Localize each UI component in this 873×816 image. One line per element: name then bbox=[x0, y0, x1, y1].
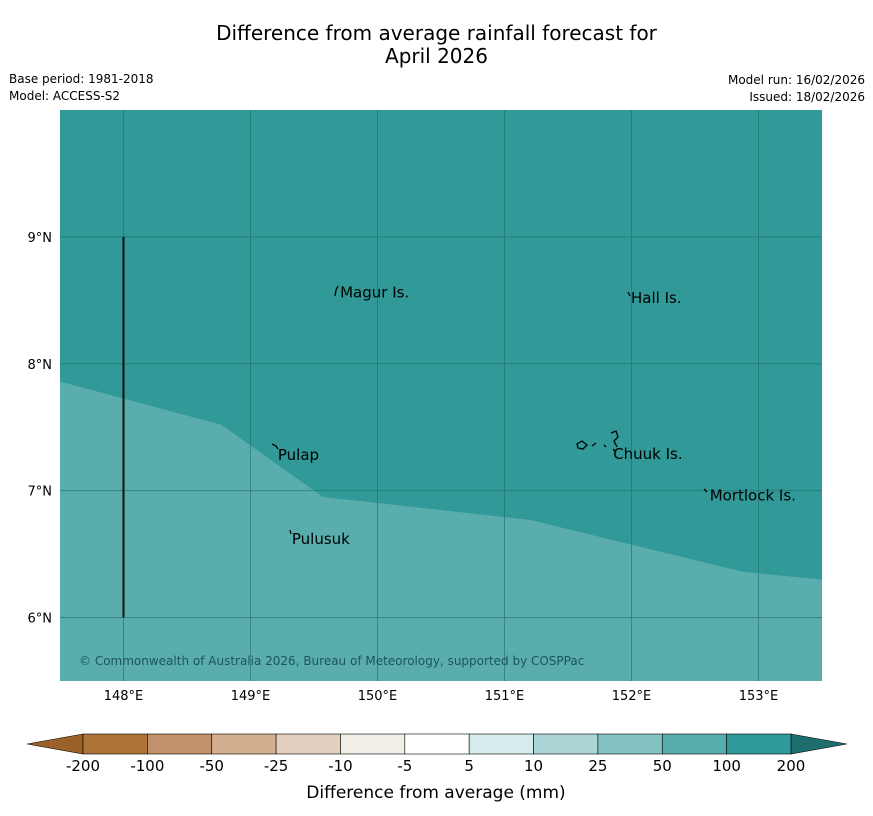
legend-tick-label: -25 bbox=[264, 757, 289, 775]
latitude-tick-label: 6°N bbox=[28, 612, 53, 627]
island-outline bbox=[271, 443, 279, 450]
title-line-1: Difference from average rainfall forecas… bbox=[216, 21, 657, 45]
base-period: Base period: 1981-2018 bbox=[9, 72, 154, 86]
legend-swatch bbox=[340, 733, 406, 755]
island-outline bbox=[627, 291, 631, 297]
legend-tick-label: 50 bbox=[653, 757, 672, 775]
island-outline bbox=[591, 442, 607, 448]
legend-swatch bbox=[404, 733, 470, 755]
copyright-notice: © Commonwealth of Australia 2026, Bureau… bbox=[79, 654, 584, 668]
island-outline bbox=[576, 440, 588, 450]
legend-tick-label: 200 bbox=[777, 757, 806, 775]
place-label[interactable]: Hall Is. bbox=[631, 289, 682, 307]
legend-tick-label: -100 bbox=[130, 757, 164, 775]
longitude-tick-label: 151°E bbox=[485, 689, 525, 700]
colorbar-legend: -200 -100 -50 -25 -10 -5 5 10 25 50 100 200 Differe… bbox=[26, 733, 848, 803]
legend-swatch bbox=[468, 733, 534, 755]
legend-swatch bbox=[211, 733, 277, 755]
forecast-map[interactable]: Magur Is. Hall Is. Pulap Chuuk Is. Mortlock … bbox=[0, 0, 873, 700]
model-run: Model run: 16/02/2026 bbox=[727, 73, 865, 87]
latitude-tick-label: 7°N bbox=[28, 485, 53, 500]
issued-date: Issued: 18/02/2026 bbox=[749, 90, 865, 104]
longitude-tick-label: 152°E bbox=[612, 689, 652, 700]
legend-tick-label: 5 bbox=[464, 757, 474, 775]
place-label[interactable]: Chuuk Is. bbox=[613, 445, 682, 463]
legend-swatch bbox=[726, 733, 792, 755]
legend-tick-label: -200 bbox=[66, 757, 100, 775]
island-outline bbox=[610, 430, 619, 448]
legend-tick-label: 25 bbox=[588, 757, 607, 775]
island-outline bbox=[334, 285, 339, 297]
title-line-2: April 2026 bbox=[385, 44, 488, 68]
latitude-tick-label: 9°N bbox=[28, 231, 53, 246]
longitude-tick-label: 150°E bbox=[358, 689, 398, 700]
model-name: Model: ACCESS-S2 bbox=[9, 89, 121, 103]
legend-tick-label: -10 bbox=[328, 757, 353, 775]
map-title: Difference from average rainfall forecas… bbox=[0, 22, 873, 68]
longitude-tick-label: 149°E bbox=[231, 689, 271, 700]
legend-swatch bbox=[275, 733, 341, 755]
legend-label: Difference from average (mm) bbox=[306, 783, 565, 803]
place-label[interactable]: Mortlock Is. bbox=[710, 487, 796, 505]
legend-swatch bbox=[661, 733, 727, 755]
meta-right: Model run: 16/02/2026 Issued: 18/02/2026 bbox=[728, 72, 865, 106]
meta-left: Base period: 1981-2018 Model: ACCESS-S2 bbox=[9, 71, 154, 105]
island-outline bbox=[289, 529, 292, 535]
legend-extend-low bbox=[26, 733, 84, 755]
island-outline bbox=[612, 448, 617, 453]
longitude-tick-label: 153°E bbox=[739, 689, 779, 700]
legend-tick-label: 10 bbox=[524, 757, 543, 775]
latitude-tick-label: 8°N bbox=[28, 358, 53, 373]
legend-swatch bbox=[82, 733, 148, 755]
longitude-tick-label: 148°E bbox=[104, 689, 144, 700]
legend-tick-label: 100 bbox=[712, 757, 741, 775]
legend-swatch bbox=[533, 733, 599, 755]
legend-swatch bbox=[147, 733, 213, 755]
legend-swatch bbox=[597, 733, 663, 755]
island-outline bbox=[703, 488, 708, 493]
legend-tick-label: -50 bbox=[199, 757, 224, 775]
place-label[interactable]: Pulap bbox=[278, 446, 319, 464]
legend-extend-high bbox=[790, 733, 848, 755]
legend-tick-label: -5 bbox=[397, 757, 412, 775]
place-label[interactable]: Pulusuk bbox=[292, 530, 350, 548]
place-label[interactable]: Magur Is. bbox=[340, 284, 409, 302]
